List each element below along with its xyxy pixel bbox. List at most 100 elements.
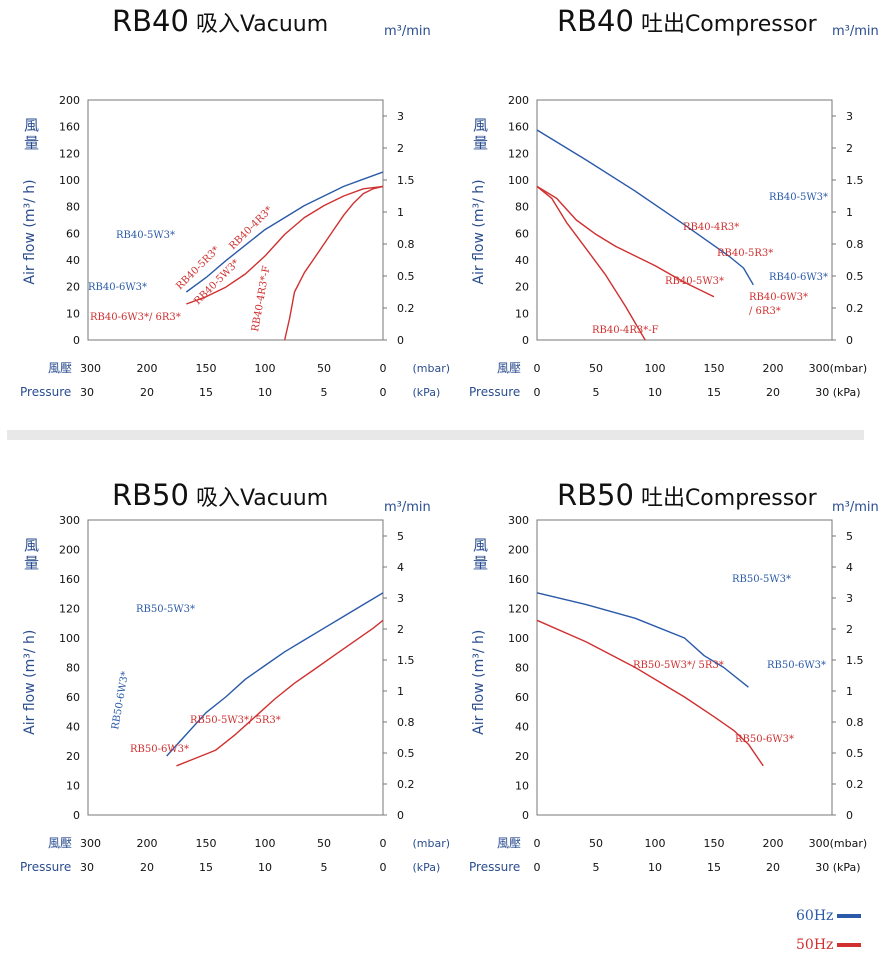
x-tick-kpa: 5 — [321, 861, 328, 874]
curve-label: RB40-4R3*-F — [592, 325, 659, 336]
x-tick-mbar: 50 — [589, 362, 603, 375]
title-main: RB40 — [557, 4, 634, 38]
x-tick-mbar: 50 — [317, 837, 331, 850]
left-tick-label: 80 — [515, 662, 529, 675]
left-tick-label: 60 — [515, 691, 529, 704]
left-tick-label: 160 — [59, 121, 80, 134]
legend-50hz: 50Hz — [796, 937, 862, 953]
curve-label: RB40-6W3* — [769, 272, 828, 283]
x-tick-kpa: 5 — [321, 386, 328, 399]
series-line-1 — [186, 185, 384, 305]
chart-rb40-comp-title: RB40 吐出Compressor — [557, 4, 817, 38]
series-line-1 — [536, 185, 715, 298]
left-tick-label: 40 — [515, 254, 529, 267]
curve-label: RB50-5W3* — [732, 574, 791, 585]
ylabel: Air flow (m³/ h) — [22, 179, 38, 284]
left-tick-label: 200 — [59, 94, 80, 107]
right-tick-label: 2 — [846, 142, 853, 155]
left-tick-label: 100 — [59, 632, 80, 645]
left-tick-label: 20 — [515, 281, 529, 294]
right-tick-label: 4 — [397, 561, 404, 574]
left-tick-label: 120 — [508, 603, 529, 616]
left-tick-label: 60 — [66, 691, 80, 704]
curve-label: RB50-5W3* — [136, 604, 195, 615]
x-tick-mbar: 150 — [704, 837, 725, 850]
xlabel-cjk: 風壓 — [48, 836, 72, 850]
x-tick-mbar: 0 — [534, 837, 541, 850]
title-sub: 吐出Compressor — [633, 486, 817, 511]
chart-rb50-vac-m3-unit: m³/min — [384, 500, 431, 515]
x-tick-kpa: 15 — [707, 861, 721, 874]
right-tick-label: 0.8 — [846, 238, 864, 251]
right-tick-label: 0.5 — [846, 270, 864, 283]
right-tick-label: 0 — [397, 334, 404, 347]
right-tick-label: 1 — [846, 206, 853, 219]
series-line-0 — [166, 592, 384, 757]
right-tick-label: 0.2 — [397, 302, 415, 315]
right-tick-label: 0.2 — [397, 778, 415, 791]
right-tick-label: 1.5 — [846, 174, 864, 187]
x-tick-mbar: 300(mbar) — [809, 837, 868, 850]
series-line-1 — [536, 619, 764, 767]
plot-frame — [536, 99, 833, 341]
x-tick-kpa: 10 — [648, 386, 662, 399]
xlabel: Pressure — [469, 385, 520, 399]
x-tick-mbar: (mbar) — [413, 362, 451, 375]
left-tick-label: 10 — [66, 780, 80, 793]
ylabel-cjk-char: 風 — [24, 116, 39, 134]
x-tick-kpa: 0 — [380, 386, 387, 399]
ylabel-cjk: 風量 — [473, 116, 488, 152]
xlabel: Pressure — [20, 385, 71, 399]
plot-frame — [87, 519, 384, 816]
ylabel-cjk-char: 風 — [473, 116, 488, 134]
curve-label: RB40-4R3* — [683, 222, 739, 233]
right-tick-label: 0.2 — [846, 302, 864, 315]
series-line-1 — [176, 619, 384, 767]
right-tick-label: 3 — [846, 110, 853, 123]
right-tick-label: 1 — [846, 685, 853, 698]
ylabel-cjk-char: 風 — [24, 536, 39, 554]
right-tick-label: 0.5 — [397, 747, 415, 760]
left-tick-label: 60 — [515, 227, 529, 240]
x-tick-mbar: 300(mbar) — [809, 362, 868, 375]
x-tick-mbar: 300 — [80, 362, 101, 375]
x-tick-kpa: 20 — [766, 861, 780, 874]
x-tick-mbar: 300 — [80, 837, 101, 850]
right-tick-label: 3 — [397, 110, 404, 123]
curve-label: RB50-6W3* — [130, 744, 189, 755]
right-tick-label: 0.2 — [846, 778, 864, 791]
x-tick-kpa: 5 — [593, 386, 600, 399]
x-tick-mbar: 0 — [380, 362, 387, 375]
x-tick-mbar: 200 — [137, 362, 158, 375]
chart-rb50-comp-title: RB50 吐出Compressor — [557, 478, 817, 512]
x-tick-kpa: 20 — [766, 386, 780, 399]
left-tick-label: 10 — [515, 780, 529, 793]
x-tick-kpa: 10 — [648, 861, 662, 874]
left-tick-label: 120 — [508, 147, 529, 160]
x-tick-mbar: 200 — [763, 362, 784, 375]
chart-rb50-comp-m3-unit: m³/min — [832, 500, 879, 515]
series-line-0 — [185, 171, 384, 293]
left-tick-label: 10 — [515, 307, 529, 320]
x-tick-mbar: 50 — [589, 837, 603, 850]
left-tick-label: 80 — [66, 201, 80, 214]
curve-label: RB40-6W3* — [88, 282, 147, 293]
ylabel-cjk: 風量 — [24, 536, 39, 572]
series-line-0 — [536, 129, 754, 286]
curve-label: RB40-5W3* — [769, 192, 828, 203]
right-tick-label: 2 — [397, 623, 404, 636]
left-tick-label: 100 — [508, 632, 529, 645]
x-tick-mbar: 150 — [196, 362, 217, 375]
right-tick-label: 3 — [397, 592, 404, 605]
left-tick-label: 40 — [66, 254, 80, 267]
ylabel: Air flow (m³/ h) — [471, 630, 487, 735]
ylabel-cjk-char: 量 — [473, 554, 488, 572]
left-tick-label: 160 — [59, 573, 80, 586]
title-main: RB50 — [557, 478, 634, 512]
section-divider — [7, 430, 864, 440]
curve-label: RB40-6W3*/ 6R3* — [90, 312, 181, 323]
